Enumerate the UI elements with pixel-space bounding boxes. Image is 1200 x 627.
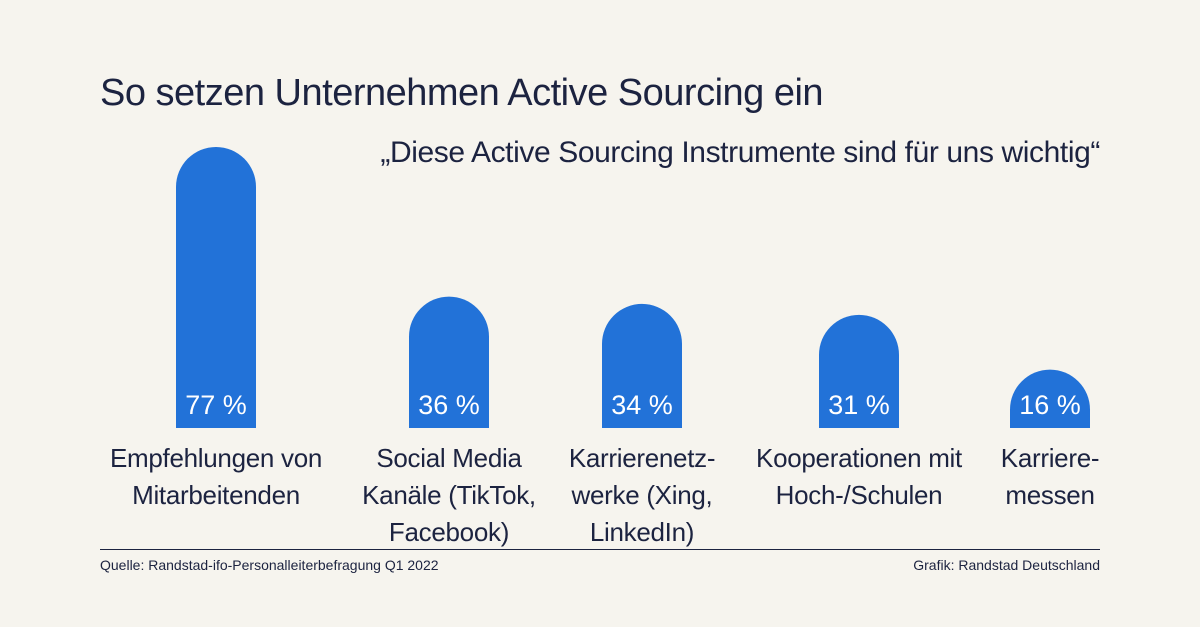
category-label-3: Karrierenetz-werke (Xing, LinkedIn) xyxy=(542,440,742,551)
category-label-line: Facebook) xyxy=(388,517,510,547)
bar-value-label-3: 34 % xyxy=(611,390,673,420)
chart-subtitle: „Diese Active Sourcing Instrumente sind … xyxy=(380,136,1100,169)
category-label-line: werke (Xing, xyxy=(571,480,713,510)
category-label-line: Karrierenetz- xyxy=(568,443,716,473)
category-label-line: Kooperationen mit xyxy=(756,443,962,473)
category-label-2: Social Media Kanäle (TikTok, Facebook) xyxy=(349,440,549,551)
category-label-line: Hoch-/Schulen xyxy=(775,480,943,510)
bar-value-label-2: 36 % xyxy=(418,390,480,420)
bar-3 xyxy=(602,303,682,428)
category-label-1: Empfehlungen von Mitarbeitenden xyxy=(96,440,336,514)
bar-value-label-5: 16 % xyxy=(1019,390,1081,420)
category-label-line: messen xyxy=(1005,480,1095,510)
category-label-line: Empfehlungen von xyxy=(109,443,323,473)
category-label-line: Karriere- xyxy=(1000,443,1100,473)
bar-value-label-4: 31 % xyxy=(828,390,890,420)
source-note: Quelle: Randstad-ifo-Personalleiterbefra… xyxy=(100,557,439,573)
category-label-line: Kanäle (TikTok, xyxy=(362,480,536,510)
bar-value-label-1: 77 % xyxy=(185,390,247,420)
chart-title: So setzen Unternehmen Active Sourcing ei… xyxy=(100,72,824,114)
bar-5 xyxy=(1010,369,1090,428)
bar-2 xyxy=(409,296,489,428)
bar-1 xyxy=(176,146,256,428)
bar-4 xyxy=(819,314,899,428)
credit-note: Grafik: Randstad Deutschland xyxy=(913,557,1100,573)
footer-divider xyxy=(100,549,1100,550)
category-label-line: Social Media xyxy=(376,443,522,473)
category-label-line: LinkedIn) xyxy=(589,517,695,547)
category-label-line: Mitarbeitenden xyxy=(132,480,300,510)
category-label-5: Karriere-messen xyxy=(980,440,1120,514)
category-label-4: Kooperationen mit Hoch-/Schulen xyxy=(739,440,979,514)
